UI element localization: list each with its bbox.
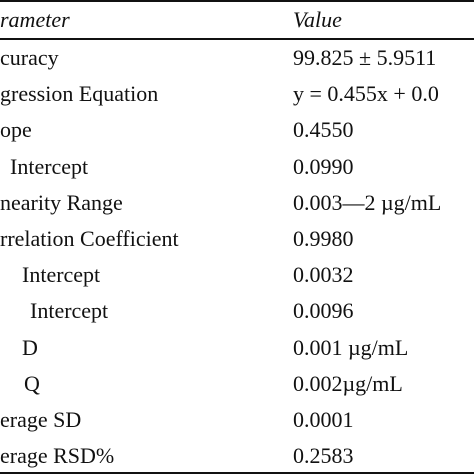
- value-cell: 0.9980: [293, 226, 354, 251]
- parameter-cell: Q: [24, 370, 40, 396]
- value-cell: 0.2583: [293, 443, 354, 469]
- parameter-cell: Intercept: [10, 153, 89, 179]
- header-cell: Value: [293, 7, 342, 32]
- value-cell: y = 0.455x + 0.0: [293, 81, 439, 107]
- value-cell: 0.0990: [293, 153, 354, 179]
- parameter-cell: erage RSD%: [0, 443, 115, 469]
- value-cell: 0.0001: [293, 407, 354, 432]
- parameter-cell: D: [22, 334, 38, 360]
- value-cell: 0.002µg/mL: [293, 370, 403, 396]
- parameter-cell: Intercept: [22, 262, 101, 288]
- value-cell: 0.001 µg/mL: [293, 334, 409, 360]
- parameter-cell: curacy: [0, 45, 59, 70]
- parameter-cell: Intercept: [30, 298, 109, 324]
- value-cell: 0.003—2 µg/mL: [293, 189, 442, 215]
- value-cell: 0.0032: [293, 262, 354, 288]
- header-rule: [0, 38, 474, 40]
- top-rule: [0, 0, 474, 2]
- bottom-rule: [0, 472, 474, 474]
- value-cell: 0.0096: [293, 298, 354, 324]
- parameter-cell: gression Equation: [0, 81, 159, 107]
- header-cell: rameter: [0, 7, 70, 32]
- parameter-cell: ope: [0, 117, 32, 143]
- value-cell: 99.825 ± 5.9511: [293, 45, 437, 70]
- parameter-cell: nearity Range: [0, 189, 123, 215]
- value-cell: 0.4550: [293, 117, 354, 143]
- parameter-cell: rrelation Coefficient: [0, 226, 179, 251]
- parameter-cell: erage SD: [0, 407, 82, 432]
